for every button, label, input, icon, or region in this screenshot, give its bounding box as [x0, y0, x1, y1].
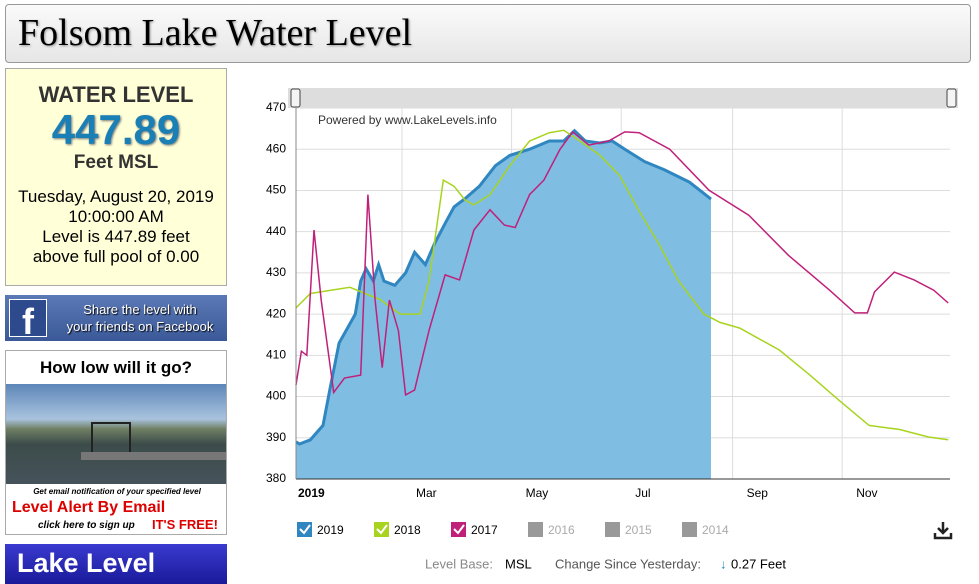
ad-title: Level Alert By Email [12, 499, 166, 516]
status-arrow: ↓ [720, 556, 727, 571]
legend-checkbox[interactable] [451, 522, 466, 537]
y-tick-label: 470 [266, 100, 286, 114]
x-tick-label: Jul [635, 486, 650, 500]
y-tick-label: 390 [266, 430, 286, 444]
lake-level-banner[interactable]: Lake Level [5, 544, 227, 584]
ad-signup: click here to sign up [38, 520, 135, 531]
dock-floor [81, 452, 226, 460]
navigator-handle[interactable] [290, 88, 301, 108]
level-date: Tuesday, August 20, 2019 [18, 187, 214, 206]
y-tick-label: 440 [266, 224, 286, 238]
level-heading: WATER LEVEL [38, 82, 194, 107]
legend-checkbox[interactable] [374, 522, 389, 537]
x-tick-label: May [526, 486, 549, 500]
grid: 380 390 400 410 420 430 440 450 460 470 2019 Mar May… [266, 100, 950, 500]
ad-note: Get email notification of your specified… [33, 487, 201, 496]
legend-label[interactable]: 2015 [625, 523, 652, 537]
y-tick-label: 460 [266, 141, 286, 155]
facebook-text: your friends on Facebook [66, 319, 214, 334]
level-value: 447.89 [51, 106, 181, 153]
legend-label[interactable]: 2016 [548, 523, 575, 537]
legend-label[interactable]: 2014 [702, 523, 729, 537]
area [296, 130, 711, 479]
ad-headline: How low will it go? [39, 358, 193, 377]
x-tick-label: Nov [856, 486, 877, 500]
legend-check [376, 524, 388, 535]
status-value: MSL [505, 556, 532, 571]
y-tick-label: 450 [266, 183, 286, 197]
x-tick-label: 2019 [298, 486, 325, 500]
legend-checkbox[interactable] [297, 522, 312, 537]
dock [91, 422, 131, 452]
y-tick-label: 420 [266, 306, 286, 320]
status-value: 0.27 Feet [731, 556, 786, 571]
legend-label[interactable]: 2019 [317, 523, 344, 537]
facebook-icon: f [9, 299, 47, 342]
full-pool: above full pool of 0.00 [32, 247, 200, 266]
legend-checkbox[interactable] [528, 522, 543, 537]
y-tick-label: 400 [266, 389, 286, 403]
ad-photo [6, 384, 226, 484]
legend-check [299, 524, 311, 535]
page-title: Folsom Lake Water Level [5, 4, 971, 63]
y-tick-label: 380 [266, 471, 286, 485]
chart-credit: Powered by www.LakeLevels.info [318, 113, 497, 127]
series-line [295, 130, 949, 397]
y-tick-label: 430 [266, 265, 286, 279]
level-unit: Feet MSL [73, 152, 159, 173]
series-line [295, 129, 949, 441]
level-sentence: Level is 447.89 feet [42, 227, 190, 246]
ad-free: IT'S FREE! [152, 517, 218, 532]
status-label: Level Base: [425, 556, 493, 571]
level-time: 10:00:00 AM [68, 207, 164, 226]
y-tick-label: 410 [266, 348, 286, 362]
navigator-handle[interactable] [946, 88, 957, 108]
facebook-text: Share the level with [83, 302, 197, 317]
download-button[interactable] [933, 522, 953, 540]
legend-label[interactable]: 2017 [471, 523, 498, 537]
legend-checkbox[interactable] [682, 522, 697, 537]
legend-label[interactable]: 2018 [394, 523, 421, 537]
legend-checkbox[interactable] [605, 522, 620, 537]
x-tick-label: Sep [747, 486, 769, 500]
download-icon[interactable] [933, 522, 953, 540]
x-tick-label: Mar [416, 486, 437, 500]
alert-ad[interactable]: How low will it go? Get email notificati… [5, 350, 227, 535]
level-box: WATER LEVEL 447.89 Feet MSL Tuesday, Aug… [5, 68, 227, 286]
legend-check [453, 524, 465, 535]
facebook-button[interactable]: f Share the level with your friends on F… [5, 295, 227, 342]
navigator[interactable] [288, 88, 958, 108]
status-label: Change Since Yesterday: [555, 556, 701, 571]
